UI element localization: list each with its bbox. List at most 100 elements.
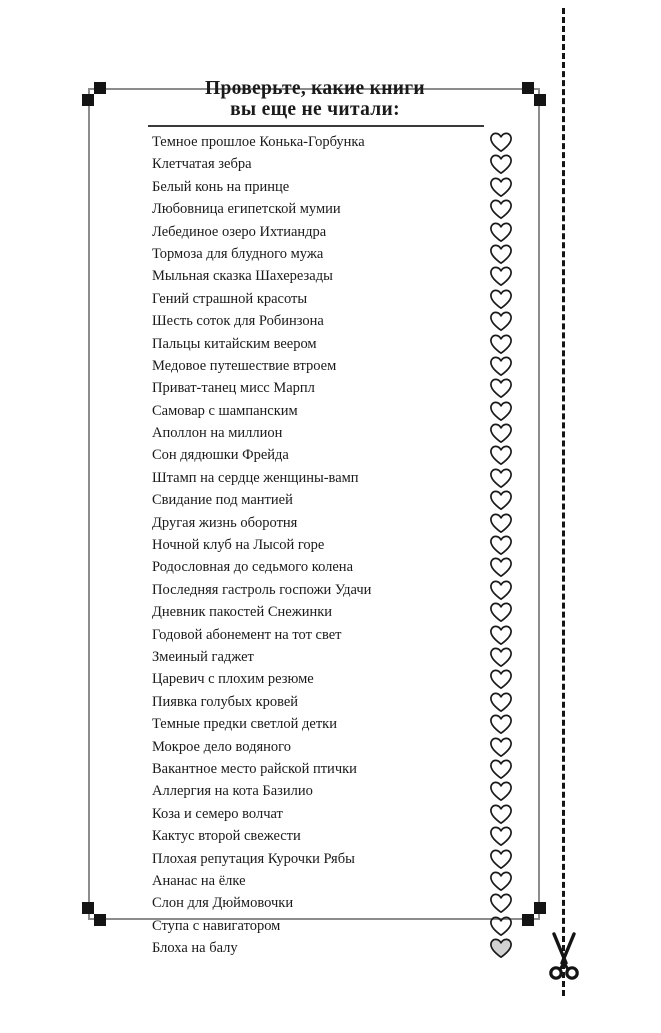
book-title-label: Царевич с плохим резюме: [152, 671, 314, 688]
heart-icon[interactable]: [489, 692, 513, 713]
book-title-label: Любовница египетской мумии: [152, 201, 341, 218]
corner-square-bottom-right-inner: [534, 902, 546, 914]
book-title-label: Приват-танец мисс Марпл: [152, 380, 315, 397]
heart-icon[interactable]: [489, 244, 513, 265]
book-title-label: Темные предки светлой детки: [152, 716, 337, 733]
heart-icon[interactable]: [489, 490, 513, 511]
heart-icon[interactable]: [489, 737, 513, 758]
checklist-row[interactable]: Ступа с навигатором: [152, 915, 522, 937]
heart-icon[interactable]: [489, 177, 513, 198]
heart-icon[interactable]: [489, 401, 513, 422]
checklist-row[interactable]: Коза и семеро волчат: [152, 803, 522, 825]
heart-icon[interactable]: [489, 154, 513, 175]
heart-icon[interactable]: [489, 334, 513, 355]
decorative-frame: [82, 82, 546, 926]
checklist-row[interactable]: Блоха на балу: [152, 937, 522, 959]
checklist-row[interactable]: Лебединое озеро Ихтиандра: [152, 221, 522, 243]
checklist-row[interactable]: Ночной клуб на Лысой горе: [152, 534, 522, 556]
checklist-row[interactable]: Любовница египетской мумии: [152, 198, 522, 220]
checklist-row[interactable]: Медовое путешествие втроем: [152, 355, 522, 377]
checklist-row[interactable]: Аллергия на кота Базилио: [152, 780, 522, 802]
checklist-row[interactable]: Родословная до седьмого колена: [152, 556, 522, 578]
heart-icon[interactable]: [489, 289, 513, 310]
heart-icon[interactable]: [489, 602, 513, 623]
heart-icon[interactable]: [489, 804, 513, 825]
checklist-row[interactable]: Пальцы китайским веером: [152, 333, 522, 355]
book-title-label: Блоха на балу: [152, 940, 238, 957]
checklist-row[interactable]: Мокрое дело водяного: [152, 736, 522, 758]
checklist-row[interactable]: Годовой абонемент на тот свет: [152, 624, 522, 646]
book-checklist: Темное прошлое Конька-Горбунка Клетчатая …: [152, 131, 522, 959]
checklist-row[interactable]: Вакантное место райской птички: [152, 758, 522, 780]
heart-icon[interactable]: [489, 781, 513, 802]
heart-icon[interactable]: [489, 266, 513, 287]
book-title-label: Ночной клуб на Лысой горе: [152, 537, 325, 554]
scissors-icon: [545, 930, 583, 988]
book-title-label: Сон дядюшки Фрейда: [152, 447, 289, 464]
heart-icon[interactable]: [489, 916, 513, 937]
book-title-label: Шесть соток для Робинзона: [152, 313, 324, 330]
corner-square-bottom-right-outer: [522, 914, 534, 926]
checklist-row[interactable]: Белый конь на принце: [152, 176, 522, 198]
checklist-row[interactable]: Змеиный гаджет: [152, 646, 522, 668]
checklist-row[interactable]: Пиявка голубых кровей: [152, 691, 522, 713]
heart-icon[interactable]: [489, 826, 513, 847]
book-title-label: Мокрое дело водяного: [152, 738, 291, 755]
corner-square-top-right-inner: [534, 94, 546, 106]
heart-icon[interactable]: [489, 557, 513, 578]
checklist-row[interactable]: Последняя гастроль госпожи Удачи: [152, 579, 522, 601]
heart-icon[interactable]: [489, 199, 513, 220]
heart-icon[interactable]: [489, 580, 513, 601]
checklist-row[interactable]: Аполлон на миллион: [152, 422, 522, 444]
heart-icon[interactable]: [489, 423, 513, 444]
checklist-row[interactable]: Царевич с плохим резюме: [152, 668, 522, 690]
checklist-row[interactable]: Самовар с шампанским: [152, 400, 522, 422]
checklist-row[interactable]: Темные предки светлой детки: [152, 713, 522, 735]
corner-square-top-right-outer: [522, 82, 534, 94]
book-title-label: Другая жизнь оборотня: [152, 514, 298, 531]
heart-icon[interactable]: [489, 849, 513, 870]
heart-icon[interactable]: [489, 535, 513, 556]
heart-icon[interactable]: [489, 871, 513, 892]
heart-icon[interactable]: [489, 714, 513, 735]
checklist-row[interactable]: Ананас на ёлке: [152, 870, 522, 892]
frame-top-line: [88, 88, 540, 90]
checklist-row[interactable]: Кактус второй свежести: [152, 825, 522, 847]
checklist-row[interactable]: Гений страшной красоты: [152, 288, 522, 310]
heart-icon[interactable]: [489, 445, 513, 466]
book-title-label: Клетчатая зебра: [152, 156, 252, 173]
heart-icon[interactable]: [489, 513, 513, 534]
checklist-row[interactable]: Темное прошлое Конька-Горбунка: [152, 131, 522, 153]
heart-icon[interactable]: [489, 222, 513, 243]
book-title-label: Вакантное место райской птички: [152, 760, 357, 777]
heart-icon[interactable]: [489, 468, 513, 489]
frame-left-line: [88, 88, 90, 920]
heart-icon[interactable]: [489, 647, 513, 668]
heart-icon[interactable]: [489, 669, 513, 690]
heart-icon[interactable]: [489, 378, 513, 399]
heart-icon[interactable]: [489, 311, 513, 332]
cut-dashed-line: [562, 8, 565, 996]
heart-icon[interactable]: [489, 625, 513, 646]
checklist-row[interactable]: Сон дядюшки Фрейда: [152, 444, 522, 466]
heart-icon[interactable]: [489, 893, 513, 914]
corner-square-top-left-inner: [82, 94, 94, 106]
checklist-row[interactable]: Штамп на сердце женщины-вамп: [152, 467, 522, 489]
checklist-row[interactable]: Плохая репутация Курочки Рябы: [152, 848, 522, 870]
book-title-label: Последняя гастроль госпожи Удачи: [152, 581, 372, 598]
heart-icon[interactable]: [489, 759, 513, 780]
checklist-row[interactable]: Клетчатая зебра: [152, 153, 522, 175]
frame-bottom-line: [88, 918, 540, 920]
checklist-row[interactable]: Другая жизнь оборотня: [152, 512, 522, 534]
checklist-row[interactable]: Мыльная сказка Шахерезады: [152, 265, 522, 287]
heart-icon[interactable]: [489, 132, 513, 153]
checklist-row[interactable]: Шесть соток для Робинзона: [152, 310, 522, 332]
checklist-row[interactable]: Слон для Дюймовочки: [152, 892, 522, 914]
checklist-row[interactable]: Свидание под мантией: [152, 489, 522, 511]
checklist-row[interactable]: Дневник пакостей Снежинки: [152, 601, 522, 623]
checklist-row[interactable]: Тормоза для блудного мужа: [152, 243, 522, 265]
heart-icon[interactable]: [489, 356, 513, 377]
heart-icon[interactable]: [489, 938, 513, 959]
checklist-row[interactable]: Приват-танец мисс Марпл: [152, 377, 522, 399]
corner-square-bottom-left-inner: [82, 902, 94, 914]
